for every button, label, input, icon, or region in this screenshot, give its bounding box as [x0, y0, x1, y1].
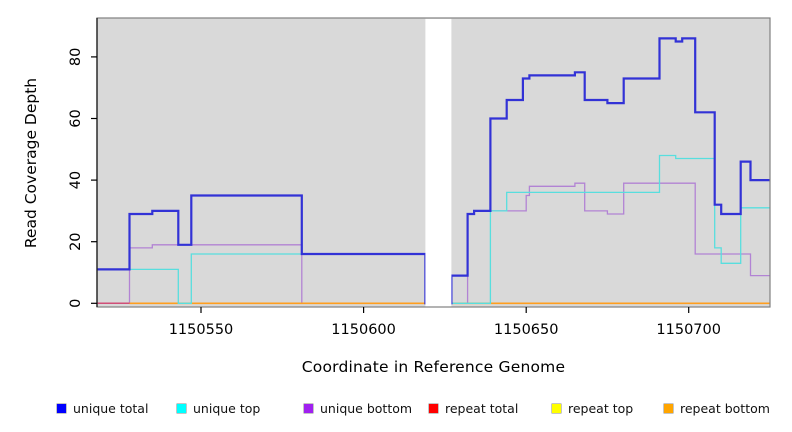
y-tick-label: 20: [68, 232, 84, 250]
legend-swatch-repeat-total: [429, 403, 438, 413]
y-tick-label: 40: [68, 171, 84, 189]
y-tick-label: 0: [68, 299, 84, 308]
y-axis-title: Read Coverage Depth: [22, 77, 40, 249]
legend-swatch-unique-bottom: [304, 403, 313, 413]
x-tick-label: 1150600: [331, 322, 396, 338]
x-tick-label: 1150700: [656, 322, 721, 338]
legend-item-repeat-bottom: repeat bottom: [664, 399, 770, 417]
legend-label: unique bottom: [320, 400, 413, 416]
x-tick-label: 1150650: [494, 322, 559, 338]
legend-label: repeat top: [568, 400, 634, 416]
y-tick-label: 80: [68, 48, 84, 66]
x-axis-title: Coordinate in Reference Genome: [301, 358, 566, 376]
y-tick-label: 60: [68, 109, 84, 127]
legend-label: repeat total: [445, 400, 519, 416]
legend-item-unique-bottom: unique bottom: [304, 399, 412, 417]
legend-item-repeat-total: repeat total: [429, 399, 518, 417]
legend-swatch-unique-total: [57, 403, 66, 413]
legend-swatch-repeat-top: [552, 403, 561, 413]
series-unique-top: [97, 154, 770, 304]
legend-item-unique-total: unique total: [57, 399, 148, 417]
legend-swatch-unique-top: [177, 403, 186, 413]
legend-swatch-repeat-bottom: [664, 403, 673, 413]
legend-item-repeat-top: repeat top: [552, 399, 633, 417]
chart-legend: unique total unique top unique bottom repea…: [0, 399, 792, 421]
no-data-gap: [425, 18, 452, 307]
series-unique-total: [97, 37, 770, 305]
legend-label: unique total: [73, 400, 149, 416]
legend-label: unique top: [193, 400, 261, 416]
legend-label: repeat bottom: [680, 400, 770, 416]
x-tick-label: 1150550: [169, 322, 234, 338]
legend-item-unique-top: unique top: [177, 399, 260, 417]
